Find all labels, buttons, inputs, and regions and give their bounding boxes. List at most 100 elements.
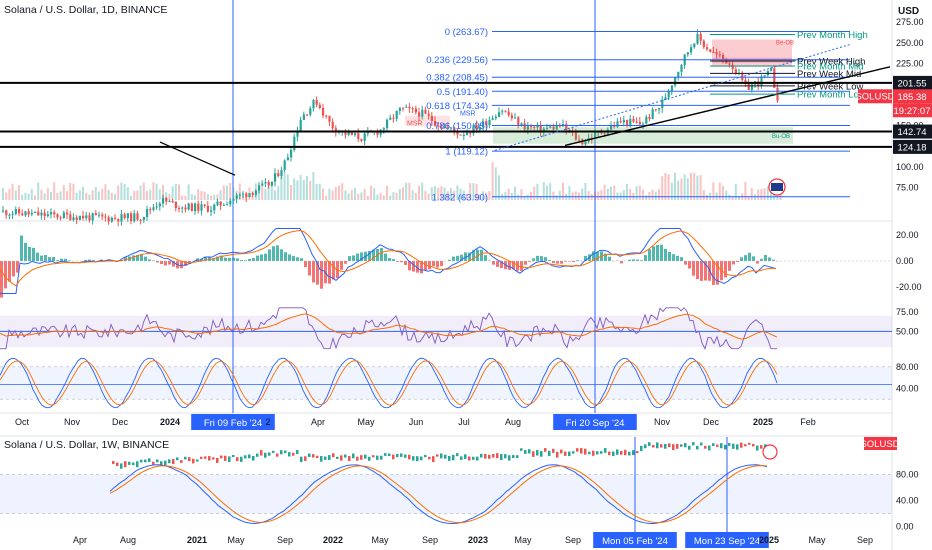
macd-histogram-bar	[576, 260, 579, 261]
candle-body	[37, 211, 40, 216]
macd-histogram-bar	[512, 261, 515, 270]
volume-bar	[635, 186, 638, 200]
candle-body	[478, 127, 481, 130]
stoch-rsi-pane[interactable]	[0, 357, 892, 409]
weekly-candle	[360, 455, 363, 460]
period-level-label: Prev Week Low	[797, 81, 863, 92]
candle-body	[152, 207, 155, 210]
macd-histogram-bar	[244, 260, 247, 261]
time-axis-label: May	[514, 535, 532, 545]
candle-body	[46, 214, 49, 217]
volume-bar	[165, 192, 168, 200]
macd-histogram-bar	[568, 261, 571, 262]
macd-histogram-bar	[212, 258, 215, 261]
candle-body	[120, 214, 123, 222]
volume-bar	[568, 186, 571, 200]
candle-body	[85, 215, 88, 219]
weekly-candle	[576, 448, 579, 452]
time-axis-label: Jul	[458, 417, 470, 427]
volume-bar	[520, 189, 523, 200]
price-axis[interactable]: USD275.00250.00225.00200.00175.00150.001…	[855, 0, 932, 550]
volume-bar	[693, 172, 696, 200]
weekly-candle	[716, 444, 719, 447]
candle-body	[357, 133, 360, 140]
macd-histogram-bar	[460, 254, 463, 261]
candle-body	[318, 104, 321, 108]
macd-histogram-bar	[60, 258, 63, 261]
volume-bar	[398, 189, 401, 200]
volume-bar	[722, 185, 724, 200]
weekly-candle	[252, 456, 255, 461]
volume-bar	[674, 172, 676, 200]
candle-body	[334, 128, 337, 132]
candle-body	[149, 209, 152, 211]
macd-histogram-bar	[740, 257, 743, 261]
weekly-candle	[584, 448, 587, 455]
macd-histogram-bar	[232, 257, 235, 261]
macd-histogram-bar	[268, 249, 271, 261]
weekly-candle	[492, 454, 495, 458]
weekly-candle	[296, 450, 299, 455]
candle-body	[24, 211, 27, 216]
daily-price-pane[interactable]: 0 (263.67) 0.236 (229.56) 0.382 (208.45) 0.…	[0, 0, 892, 413]
candle-body	[178, 208, 181, 210]
volume-bar	[437, 187, 440, 200]
volume-bar	[98, 191, 100, 200]
macd-histogram-bar	[552, 261, 555, 264]
volume-bar	[382, 195, 385, 200]
candle-body	[709, 49, 712, 53]
macd-pane[interactable]	[0, 228, 892, 298]
macd-histogram-bar	[184, 261, 187, 266]
candle-body	[30, 212, 33, 215]
weekly-candle	[224, 455, 227, 461]
volume-bar	[203, 191, 206, 200]
volume-bar	[629, 189, 632, 200]
volume-bar	[139, 185, 142, 200]
volume-bar	[334, 186, 337, 200]
volume-bar	[706, 194, 708, 200]
candle-body	[146, 209, 149, 217]
volume-bar	[206, 194, 209, 200]
volume-bar	[475, 183, 478, 200]
volume-bar	[130, 195, 132, 200]
volume-bar	[581, 188, 584, 200]
candle-body	[136, 213, 139, 220]
volume-bar	[757, 189, 760, 200]
candle-body	[770, 68, 773, 71]
macd-histogram-bar	[532, 258, 535, 261]
weekly-candle	[244, 455, 247, 459]
candle-body	[251, 193, 254, 195]
macd-histogram-bar	[396, 261, 399, 262]
weekly-chart-title: Solana / U.S. Dollar, 1W, BINANCE	[4, 439, 169, 451]
candle-body	[741, 72, 744, 81]
weekly-pane[interactable]	[0, 437, 892, 548]
time-axis-label: 2	[265, 417, 270, 427]
macd-histogram-bar	[4, 261, 7, 289]
macd-histogram-bar	[436, 261, 439, 268]
weekly-candle	[348, 456, 351, 461]
rsi-pane[interactable]	[0, 307, 892, 350]
macd-histogram-bar	[348, 256, 351, 261]
fib-level-label: 0.786 (150.05)	[426, 121, 488, 132]
volume-bar	[578, 192, 580, 200]
volume-bar	[277, 186, 280, 200]
volume-bar	[155, 183, 158, 200]
volume-bar	[370, 185, 372, 200]
volume-bar	[53, 182, 56, 200]
time-axis-label: 2025	[759, 535, 779, 545]
weekly-candle	[696, 445, 699, 450]
weekly-candle	[520, 448, 523, 451]
weekly-candle	[704, 445, 707, 449]
price-tag-text: 142.74	[897, 127, 926, 138]
candle-body	[603, 133, 606, 135]
candle-body	[434, 121, 437, 126]
macd-histogram-bar	[156, 261, 159, 263]
candle-body	[728, 63, 731, 65]
rsi-axis-label: 50.00	[896, 326, 919, 336]
weekly-candle	[516, 455, 519, 458]
candle-body	[491, 118, 494, 120]
volume-bar	[494, 167, 497, 200]
candle-body	[194, 203, 197, 212]
candle-body	[165, 197, 168, 202]
